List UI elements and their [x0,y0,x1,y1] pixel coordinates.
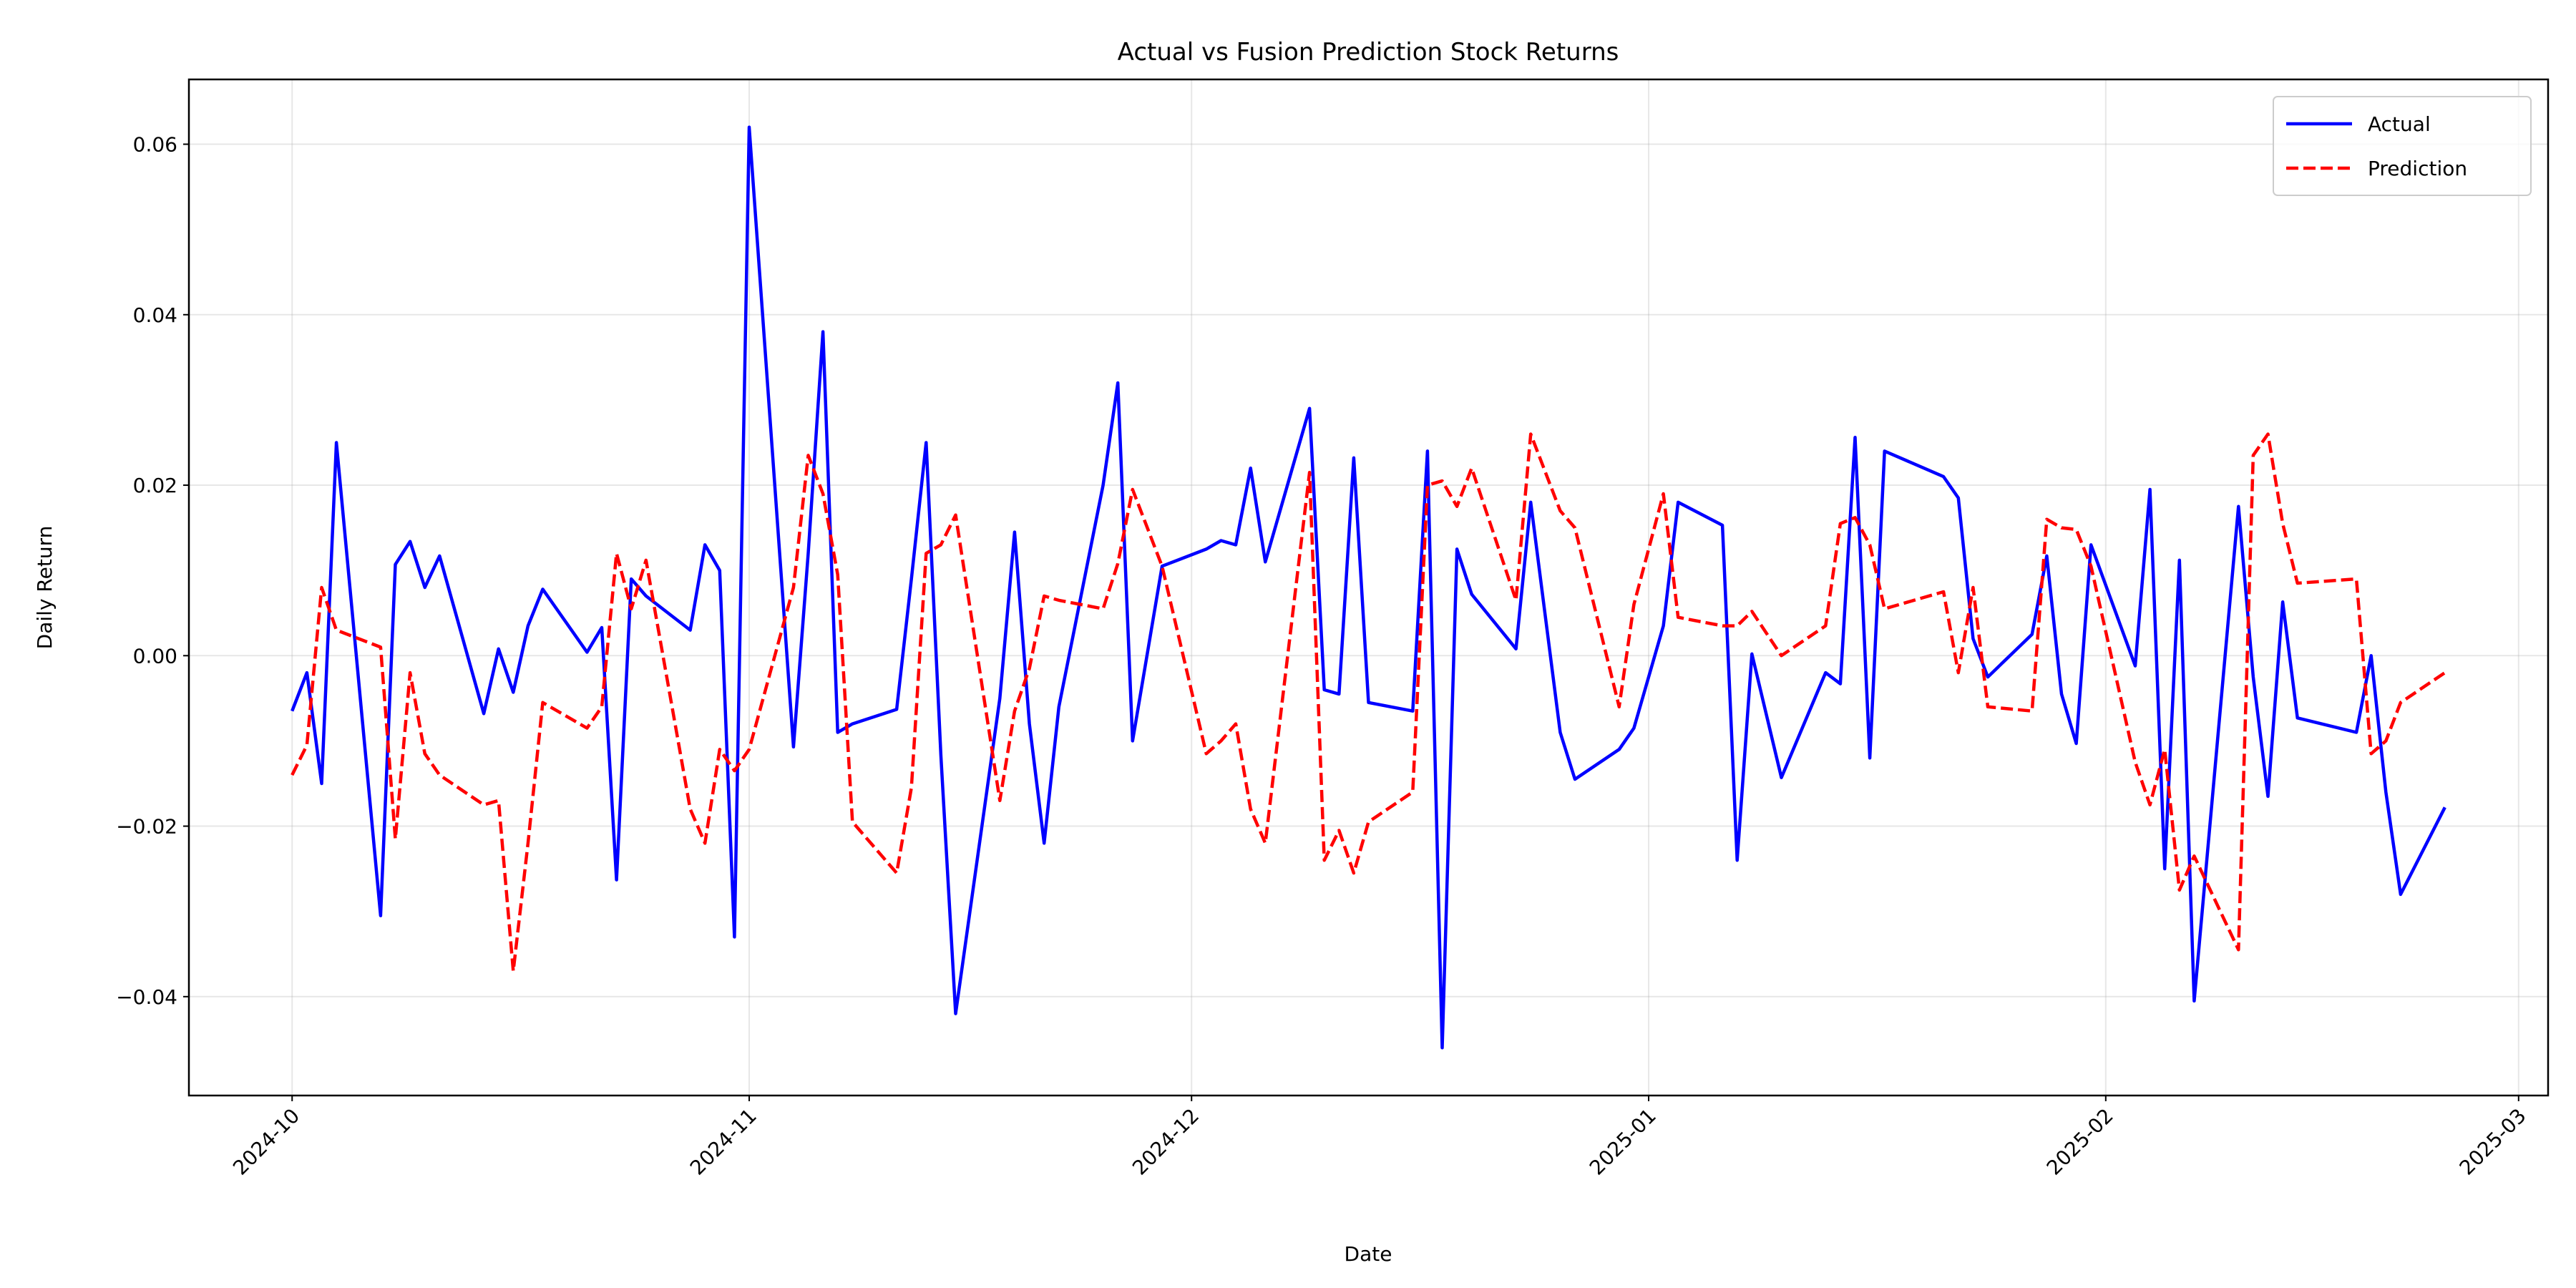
legend-label: Prediction [2368,157,2467,180]
y-tick-label: 0.04 [133,303,177,327]
y-tick-label: 0.00 [133,644,177,668]
y-tick-label: 0.02 [133,474,177,497]
plot-frame [187,78,2550,1097]
y-axis-label: Daily Return [33,526,57,650]
series-line [291,432,2446,973]
legend-label: Actual [2368,112,2431,136]
chart-title: Actual vs Fusion Prediction Stock Return… [1118,38,1619,67]
legend: Actual Prediction [2273,96,2532,196]
x-axis-label: Date [1345,1242,1392,1266]
y-tick-label: 0.06 [133,133,177,157]
y-tick-label: −0.04 [116,985,177,1009]
series-line [291,125,2446,1050]
y-tick-label: −0.02 [116,815,177,839]
legend-box [2273,96,2532,196]
